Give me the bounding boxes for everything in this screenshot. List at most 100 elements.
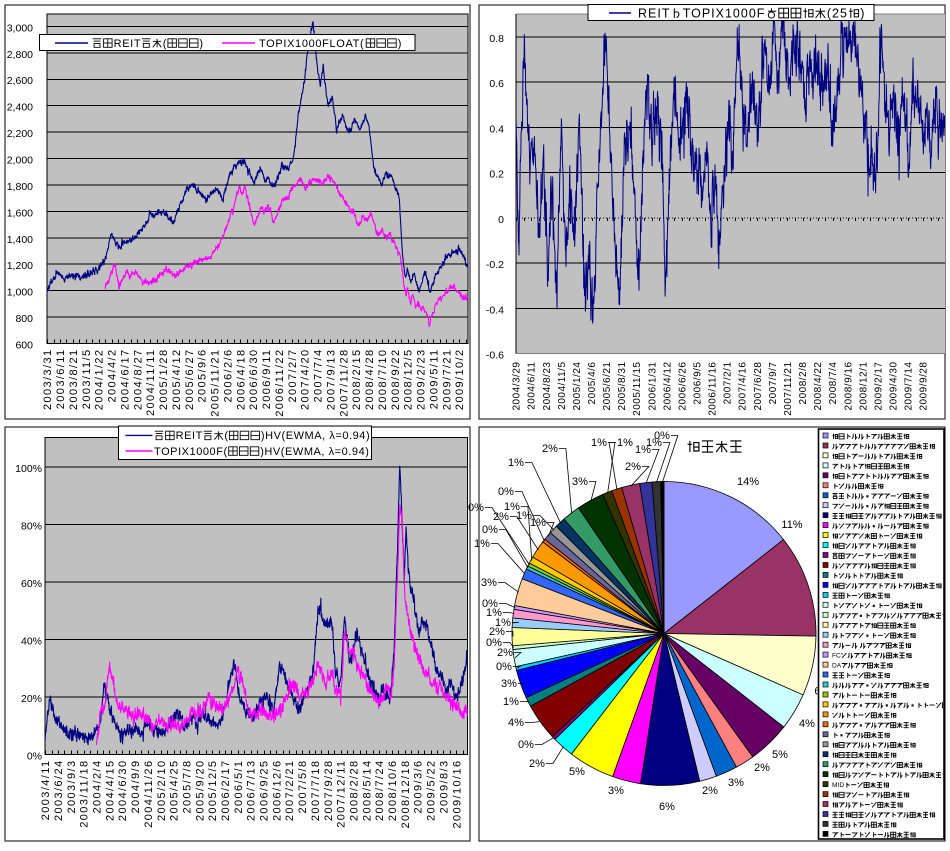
svg-text:2006/4/12: 2006/4/12 (662, 361, 673, 410)
svg-text:1%: 1% (504, 501, 520, 513)
svg-text:2008/5/14: 2008/5/14 (361, 760, 373, 822)
svg-text:2006/9/5: 2006/9/5 (693, 362, 704, 405)
svg-text:REIT: REIT (176, 430, 203, 442)
svg-text:3%: 3% (608, 785, 624, 797)
svg-text:20%: 20% (21, 693, 42, 705)
svg-text:2006/6/30: 2006/6/30 (248, 348, 260, 410)
svg-text:2,000: 2,000 (7, 155, 33, 167)
svg-text:0%: 0% (482, 524, 498, 536)
svg-text:6%: 6% (659, 801, 675, 813)
svg-text:800: 800 (15, 313, 33, 325)
svg-text:1%: 1% (495, 617, 511, 629)
svg-text:TOPIX1000FLOAT(: TOPIX1000FLOAT( (259, 38, 364, 50)
svg-text:2004/1/22: 2004/1/22 (94, 349, 106, 411)
svg-text:60%: 60% (21, 578, 42, 590)
svg-text:2006/1/31: 2006/1/31 (647, 362, 658, 411)
svg-text:2008/2/8: 2008/2/8 (798, 362, 809, 405)
svg-text:FC: FC (832, 653, 841, 660)
svg-text:14%: 14% (737, 476, 759, 488)
svg-text:2005/9/20: 2005/9/20 (194, 759, 206, 821)
svg-text:2005/7/8: 2005/7/8 (181, 759, 193, 813)
svg-text:2009/2/23: 2009/2/23 (416, 348, 428, 410)
svg-text:): ) (199, 38, 203, 50)
svg-text:2005/11/21: 2005/11/21 (210, 349, 222, 417)
svg-text:MID: MID (832, 782, 844, 789)
svg-text:2005/1/28: 2005/1/28 (158, 349, 170, 411)
svg-text:(25: (25 (827, 6, 848, 20)
svg-text:2004/11/5: 2004/11/5 (557, 361, 568, 409)
svg-text:2004/6/30: 2004/6/30 (117, 760, 129, 822)
svg-text:2006/2/6: 2006/2/6 (222, 349, 234, 403)
svg-text:)HV(EWMA, λ=0.94): )HV(EWMA, λ=0.94) (261, 430, 370, 442)
svg-text:(: ( (224, 430, 228, 442)
svg-text:1%: 1% (486, 607, 502, 619)
svg-text:0%: 0% (486, 637, 502, 649)
svg-text:2005/8/31: 2005/8/31 (617, 361, 628, 410)
svg-text:2%: 2% (497, 647, 513, 659)
svg-text:40%: 40% (21, 636, 42, 648)
svg-text:2008/4/28: 2008/4/28 (364, 348, 376, 410)
svg-text:2005/6/27: 2005/6/27 (184, 348, 196, 410)
svg-text:2006/4/18: 2006/4/18 (235, 348, 247, 410)
svg-text:2008/2/28: 2008/2/28 (348, 759, 360, 821)
svg-text:2007/4/20: 2007/4/20 (300, 348, 312, 410)
svg-text:2009/7/14: 2009/7/14 (904, 362, 915, 411)
svg-text:1%: 1% (508, 457, 524, 469)
svg-text:3,000: 3,000 (7, 22, 33, 34)
svg-text:3%: 3% (572, 476, 588, 488)
svg-text:2007/11/28: 2007/11/28 (338, 349, 350, 417)
svg-text:4%: 4% (799, 718, 815, 730)
svg-text:2003/11/18: 2003/11/18 (79, 759, 91, 827)
svg-text:2006/2/17: 2006/2/17 (220, 759, 232, 821)
svg-text:2009/9/28: 2009/9/28 (919, 362, 930, 411)
svg-text:2004/8/27: 2004/8/27 (132, 348, 144, 410)
svg-text:0%: 0% (482, 598, 498, 610)
svg-text:2005/4/6: 2005/4/6 (587, 362, 598, 405)
svg-text:2005/11/15: 2005/11/15 (632, 362, 643, 416)
svg-text:2005/4/12: 2005/4/12 (171, 349, 183, 411)
svg-text:2009/5/11: 2009/5/11 (428, 348, 440, 409)
svg-text:2004/8/23: 2004/8/23 (542, 361, 553, 410)
svg-text:): ) (860, 6, 865, 20)
svg-text:2%: 2% (489, 626, 505, 638)
svg-text:1,600: 1,600 (7, 207, 33, 219)
svg-text:2005/4/25: 2005/4/25 (169, 760, 181, 822)
svg-text:2006/5/1: 2006/5/1 (233, 760, 245, 814)
svg-text:2003/3/31: 2003/3/31 (42, 349, 54, 411)
svg-text:2%: 2% (625, 461, 641, 473)
svg-text:2009/2/17: 2009/2/17 (873, 361, 884, 410)
svg-text:2004/6/17: 2004/6/17 (119, 348, 131, 410)
svg-text:2008/12/5: 2008/12/5 (403, 348, 415, 410)
svg-text:2008/12/1: 2008/12/1 (858, 362, 869, 411)
svg-text:1,200: 1,200 (7, 260, 33, 272)
svg-text:4%: 4% (508, 717, 524, 729)
svg-text:REIT: REIT (638, 6, 670, 20)
svg-text:2008/4/22: 2008/4/22 (813, 362, 824, 411)
svg-text:2007/11/21: 2007/11/21 (783, 361, 794, 415)
svg-text:2,400: 2,400 (7, 102, 33, 114)
svg-text:2007/2/7: 2007/2/7 (287, 348, 299, 402)
svg-text:1%: 1% (503, 696, 519, 708)
svg-text:2004/3/29: 2004/3/29 (512, 362, 523, 411)
svg-text:2005/1/24: 2005/1/24 (572, 362, 583, 411)
svg-text:2007/9/28: 2007/9/28 (323, 759, 335, 821)
svg-text:0.6: 0.6 (489, 78, 504, 90)
svg-text:2007/7/4: 2007/7/4 (313, 348, 325, 402)
svg-text:2%: 2% (493, 511, 509, 523)
svg-text:2003/8/21: 2003/8/21 (68, 348, 80, 410)
svg-text:0%: 0% (498, 486, 514, 498)
svg-text:1%: 1% (617, 437, 633, 449)
svg-text:2004/4/2: 2004/4/2 (107, 349, 119, 403)
svg-text:-0.4: -0.4 (486, 304, 504, 316)
svg-text:1%: 1% (530, 517, 546, 529)
svg-text:REIT: REIT (114, 38, 142, 50)
svg-text:2004/2/4: 2004/2/4 (92, 760, 104, 814)
svg-text:2007/7/18: 2007/7/18 (310, 760, 322, 822)
svg-text:DA: DA (832, 663, 842, 670)
svg-text:2008/9/22: 2008/9/22 (390, 349, 402, 411)
svg-text:1%: 1% (646, 437, 662, 449)
svg-text:0%: 0% (468, 502, 484, 514)
svg-text:100%: 100% (15, 463, 42, 475)
svg-text:2006/11/22: 2006/11/22 (274, 349, 286, 417)
svg-text:0%: 0% (496, 661, 512, 673)
